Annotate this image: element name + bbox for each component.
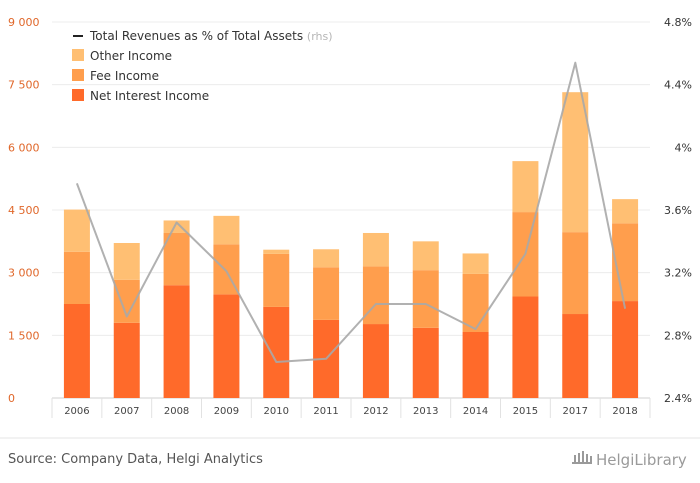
- bar-other-income-2011: [313, 249, 340, 268]
- right-tick-label: 3.2%: [664, 267, 692, 280]
- legend-label-fee-income: Fee Income: [90, 69, 159, 83]
- bar-other-income-2015: [512, 161, 539, 213]
- legend-swatch-fee-income: [72, 69, 84, 81]
- legend-label-other-income: Other Income: [90, 49, 172, 63]
- bar-net-interest-income-2015: [512, 296, 539, 398]
- bar-other-income-2009: [213, 215, 240, 245]
- bar-net-interest-income-2008: [163, 285, 190, 398]
- left-tick-label: 9 000: [8, 16, 40, 29]
- right-tick-label: 2.4%: [664, 392, 692, 405]
- left-tick-label: 6 000: [8, 141, 40, 154]
- bar-fee-income-2006: [63, 251, 90, 304]
- source-text: Source: Company Data, Helgi Analytics: [8, 452, 263, 467]
- legend-swatch-other-income: [72, 49, 84, 61]
- x-tick-label: 2009: [214, 406, 239, 417]
- bar-net-interest-income-2009: [213, 294, 240, 398]
- line-total-revenues-pct-assets: [75, 61, 627, 363]
- x-tick-label: 2013: [413, 406, 438, 417]
- legend: Total Revenues as % of Total Assets (rhs…: [72, 29, 333, 103]
- bar-net-interest-income-2017: [562, 314, 589, 398]
- bar-other-income-2017: [562, 92, 589, 233]
- right-axis: 2.4% 2.8% 3.2% 3.6% 4% 4.4% 4.8%: [664, 16, 692, 405]
- bar-other-income-2018: [612, 199, 639, 224]
- legend-label-net-interest-income: Net Interest Income: [90, 89, 209, 103]
- x-tick-label: 2011: [313, 406, 338, 417]
- legend-swatch-net-interest-income: [72, 89, 84, 101]
- bar-net-interest-income-2013: [412, 327, 439, 398]
- bar-other-income-2010: [263, 249, 290, 254]
- line-layer: [75, 61, 627, 363]
- bars: [63, 92, 639, 398]
- right-tick-label: 4%: [675, 141, 692, 154]
- left-tick-label: 1 500: [8, 329, 40, 342]
- x-tick-label: 2008: [164, 406, 189, 417]
- left-axis: 0 1 500 3 000 4 500 6 000 7 500 9 000: [8, 16, 40, 405]
- bar-fee-income-2013: [412, 270, 439, 328]
- right-tick-label: 4.4%: [664, 79, 692, 92]
- bar-net-interest-income-2014: [462, 331, 489, 398]
- right-tick-label: 3.6%: [664, 204, 692, 217]
- x-tick-label: 2018: [612, 406, 637, 417]
- bar-fee-income-2010: [263, 253, 290, 307]
- x-tick-label: 2006: [64, 406, 89, 417]
- footer: Source: Company Data, Helgi Analytics He…: [0, 437, 700, 469]
- brand-text: HelgiLibrary: [596, 451, 687, 469]
- x-tick-label: 2014: [463, 406, 488, 417]
- bar-other-income-2013: [412, 241, 439, 271]
- bar-other-income-2014: [462, 253, 489, 274]
- x-tick-label: 2012: [363, 406, 388, 417]
- bar-net-interest-income-2010: [263, 306, 290, 398]
- bar-fee-income-2014: [462, 273, 489, 332]
- right-tick-label: 4.8%: [664, 16, 692, 29]
- left-tick-label: 3 000: [8, 267, 40, 280]
- bar-other-income-2012: [362, 232, 389, 267]
- bar-fee-income-2008: [163, 232, 190, 286]
- bar-net-interest-income-2012: [362, 324, 389, 398]
- x-tick-label: 2007: [114, 406, 139, 417]
- x-tick-label: 2015: [513, 406, 538, 417]
- x-axis: 2006 2007 2008 2009 2010 2011 2012 2013 2014 2015…: [51, 398, 651, 418]
- library-icon: [572, 451, 592, 464]
- left-tick-label: 7 500: [8, 79, 40, 92]
- bar-other-income-2007: [113, 243, 140, 280]
- right-tick-label: 2.8%: [664, 329, 692, 342]
- x-tick-label: 2010: [264, 406, 289, 417]
- legend-line-label: Total Revenues as % of Total Assets (rhs…: [89, 29, 333, 43]
- bar-fee-income-2011: [313, 267, 340, 320]
- bar-net-interest-income-2007: [113, 322, 140, 398]
- x-tick-label: 2017: [563, 406, 588, 417]
- left-tick-label: 4 500: [8, 204, 40, 217]
- bar-net-interest-income-2006: [63, 304, 90, 398]
- helgi-library-logo: HelgiLibrary: [572, 451, 687, 469]
- bar-fee-income-2017: [562, 232, 589, 315]
- left-tick-label: 0: [8, 392, 15, 405]
- bar-other-income-2006: [63, 209, 90, 252]
- bar-net-interest-income-2018: [612, 301, 639, 398]
